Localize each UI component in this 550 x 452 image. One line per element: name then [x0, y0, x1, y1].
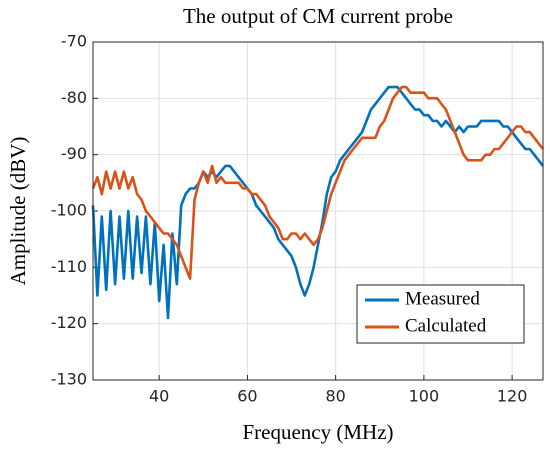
x-tick-label: 120: [497, 387, 528, 406]
x-axis-label: Frequency (MHz): [242, 420, 393, 444]
legend-label: Measured: [405, 288, 480, 309]
y-tick-label: -100: [51, 201, 87, 220]
y-tick-label: -90: [61, 144, 87, 163]
y-axis-label: Amplitude (dBV): [6, 137, 30, 286]
plot-frame: [92, 41, 544, 381]
x-tick-label: 40: [149, 387, 169, 406]
y-tick-label: -130: [51, 370, 87, 389]
x-tick-label: 100: [409, 387, 440, 406]
line-series: [91, 85, 545, 280]
y-tick-label: -110: [51, 257, 87, 276]
x-tick-label: 80: [325, 387, 345, 406]
legend-label: Calculated: [405, 315, 487, 336]
y-tick-label: -120: [51, 313, 87, 332]
y-tick-label: -80: [61, 88, 87, 107]
legend-box: [356, 284, 525, 344]
y-tick-label: -70: [61, 32, 87, 51]
x-tick-label: 60: [237, 387, 257, 406]
chart-title: The output of CM current probe: [183, 4, 453, 28]
line-series: [91, 85, 545, 320]
